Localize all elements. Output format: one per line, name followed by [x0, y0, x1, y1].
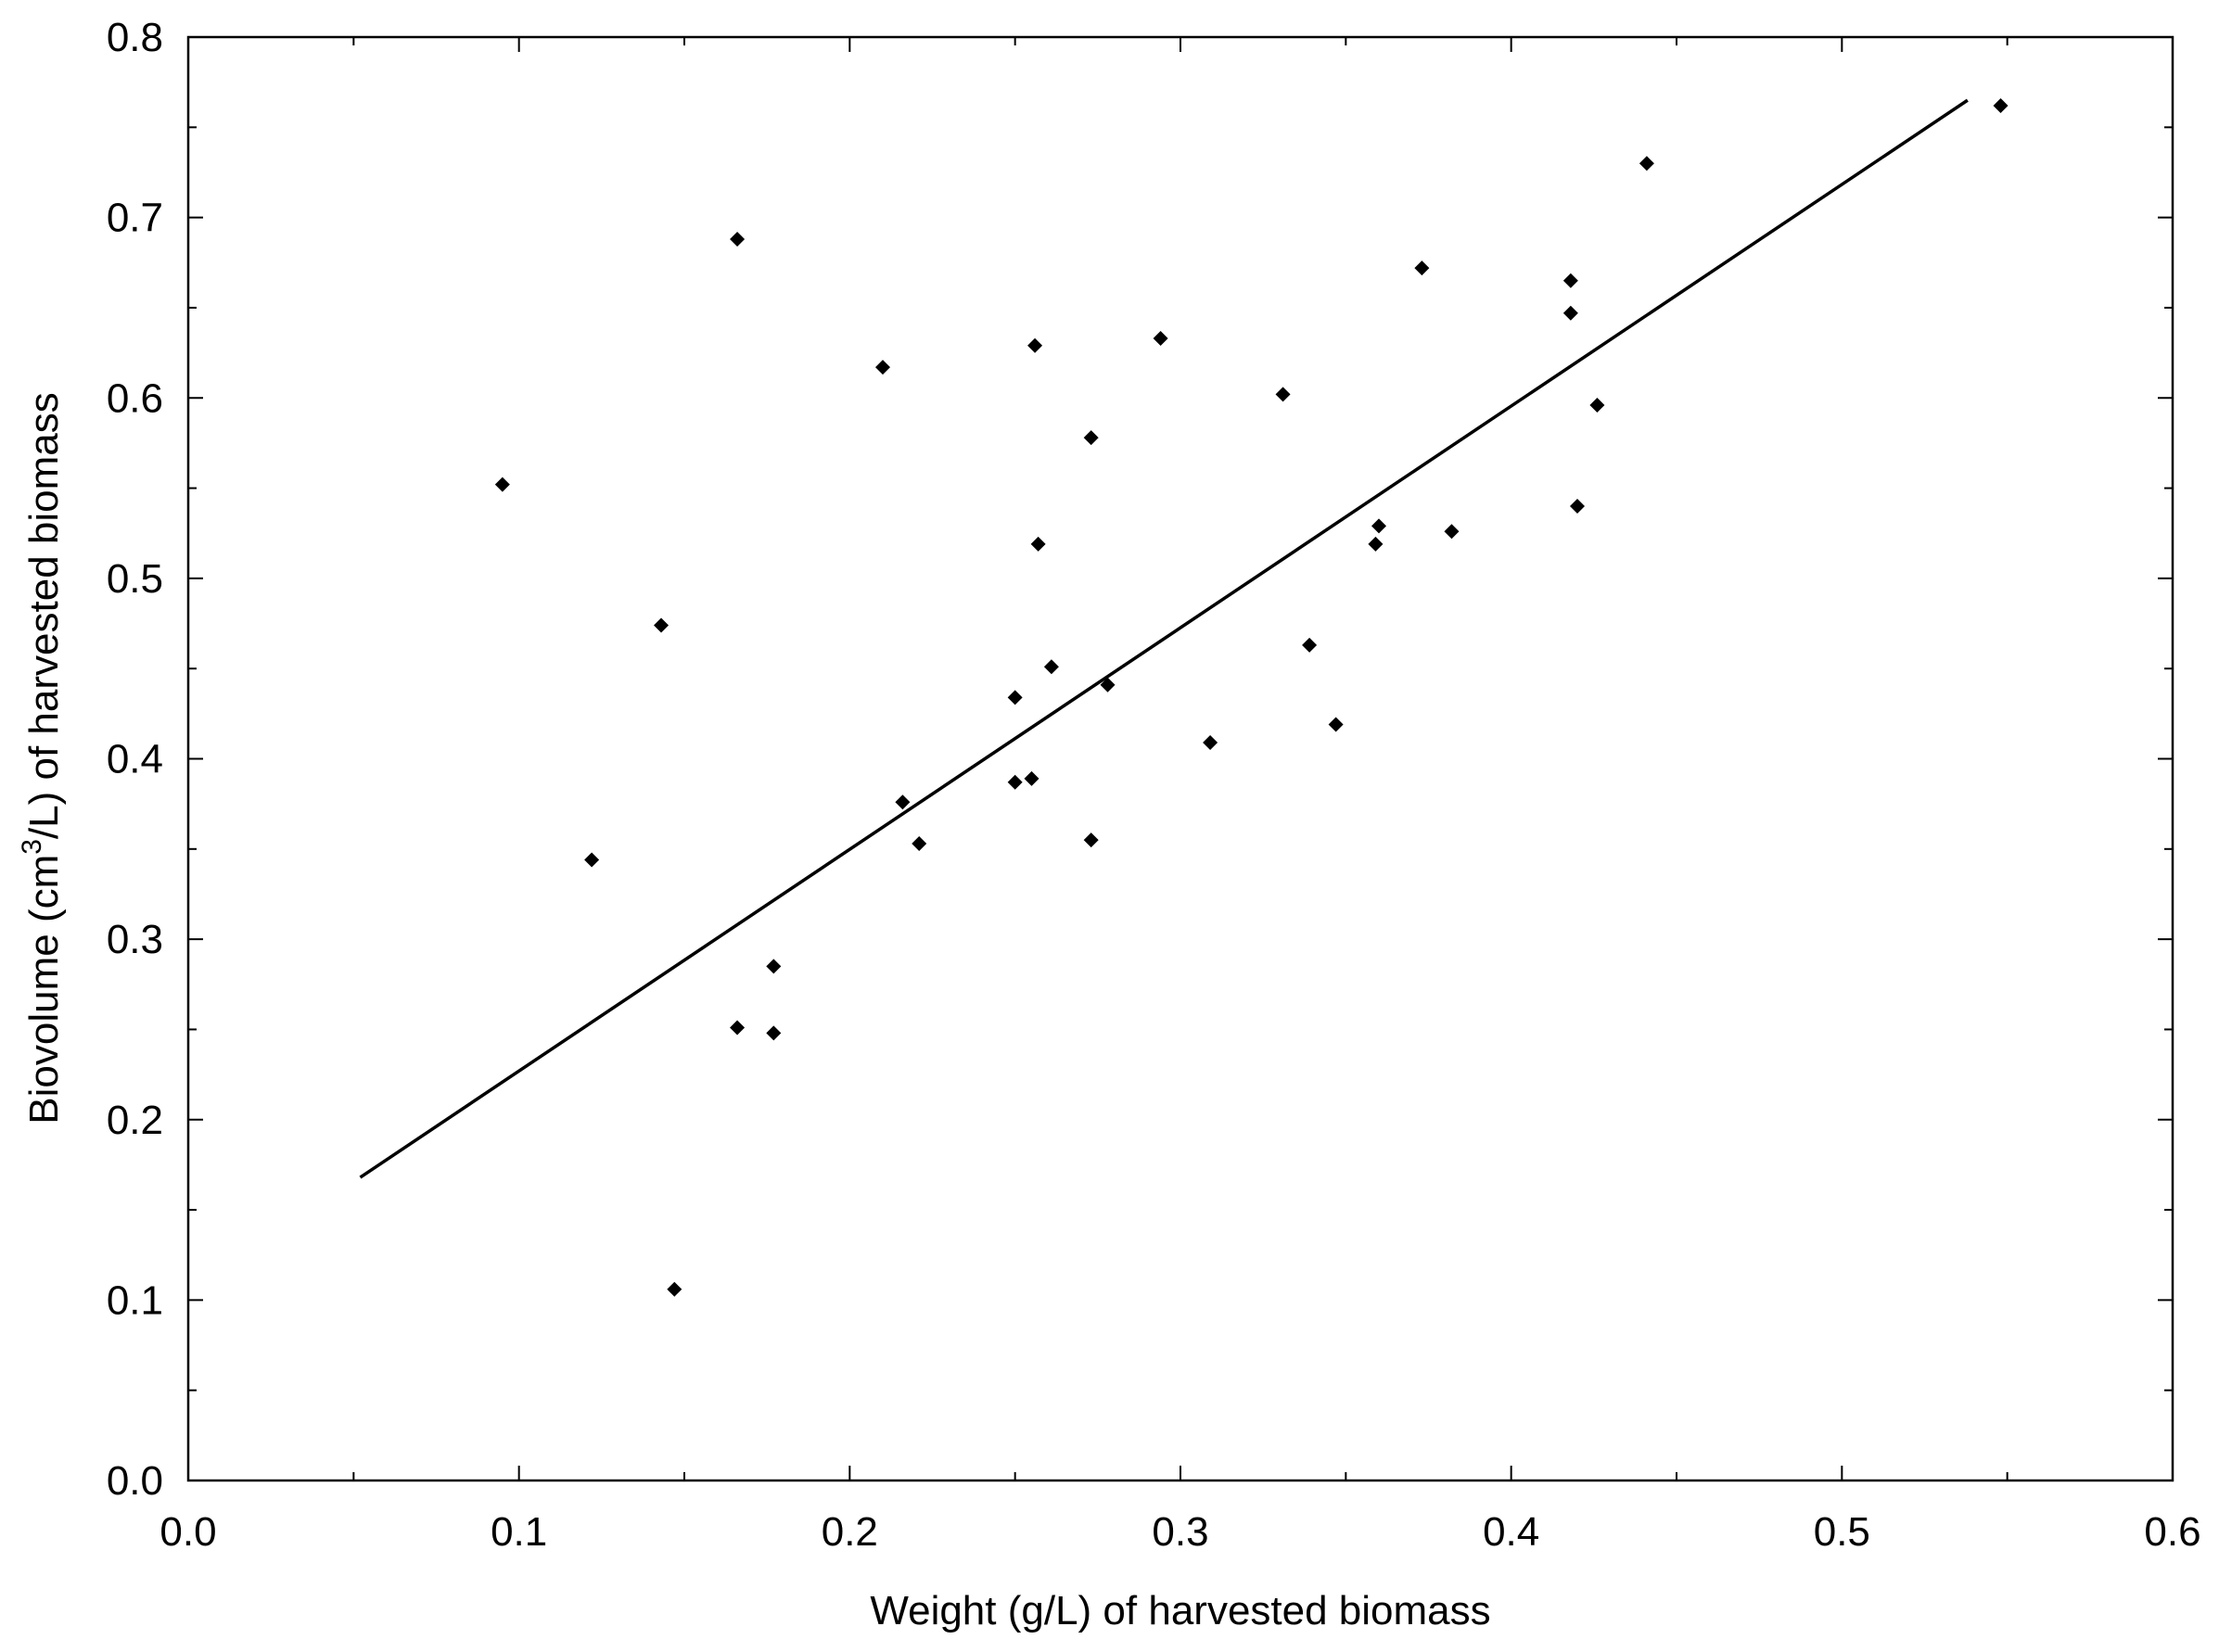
data-point-marker — [912, 835, 927, 851]
data-point-marker — [654, 617, 670, 633]
y-tick-label: 0.5 — [107, 556, 163, 602]
data-point-marker — [766, 959, 782, 974]
data-point-marker — [1100, 677, 1116, 693]
plot-area-frame — [186, 35, 2174, 1482]
data-point-marker — [1562, 273, 1578, 288]
data-point-marker — [1371, 518, 1386, 534]
data-point-marker — [1030, 536, 1046, 552]
y-tick-label: 0.1 — [107, 1277, 163, 1323]
y-axis-title-main: Biovolume (cm — [21, 855, 67, 1125]
x-tick-label: 0.6 — [2144, 1509, 2200, 1555]
tick-labels: 0.0 0.1 0.2 0.3 0.4 0.5 0.6 0.0 0.1 0.2 0.3 0.4 0.5 0… — [107, 15, 2201, 1555]
data-points — [494, 97, 2009, 1297]
data-point-marker — [1203, 734, 1218, 750]
data-point-marker — [875, 360, 890, 375]
x-tick-label: 0.4 — [1483, 1509, 1539, 1555]
data-point-marker — [1083, 430, 1099, 446]
data-point-marker — [494, 477, 510, 492]
data-point-marker — [1007, 690, 1023, 705]
data-point-marker — [1027, 337, 1043, 353]
data-point-marker — [667, 1281, 682, 1297]
x-tick-label: 0.2 — [822, 1509, 878, 1555]
x-tick-label: 0.5 — [1814, 1509, 1870, 1555]
tick-marks — [187, 36, 2174, 1481]
y-tick-label: 0.6 — [107, 375, 163, 421]
regression-line-layer — [359, 98, 1969, 1179]
y-tick-label: 0.0 — [107, 1458, 163, 1504]
data-point-marker — [895, 794, 911, 810]
y-axis-title: Biovolume (cm3/L) of harvested biomass — [17, 392, 67, 1124]
data-point-marker — [1275, 387, 1291, 402]
data-point-marker — [1562, 305, 1578, 321]
y-tick-label: 0.2 — [107, 1098, 163, 1143]
data-point-marker — [730, 231, 746, 247]
x-tick-label: 0.3 — [1152, 1509, 1208, 1555]
data-point-marker — [1153, 331, 1168, 347]
data-point-marker — [1328, 717, 1344, 732]
data-point-marker — [1024, 770, 1039, 786]
y-tick-label: 0.7 — [107, 196, 163, 241]
x-tick-label: 0.0 — [159, 1509, 216, 1555]
data-point-marker — [730, 1020, 746, 1036]
data-point-marker — [1043, 659, 1059, 675]
data-point-marker — [1993, 97, 2009, 113]
y-tick-label: 0.3 — [107, 917, 163, 962]
x-axis-title: Weight (g/L) of harvested biomass — [870, 1588, 1490, 1633]
data-point-marker — [584, 852, 600, 868]
x-tick-label: 0.1 — [491, 1509, 547, 1555]
data-point-marker — [1444, 524, 1460, 540]
data-point-marker — [1414, 261, 1430, 276]
y-tick-label: 0.4 — [107, 737, 163, 782]
y-axis-title-superscript: 3 — [17, 839, 47, 855]
data-point-marker — [1639, 156, 1654, 172]
y-axis-title-rest: /L) of harvested biomass — [21, 392, 67, 839]
data-point-marker — [1368, 536, 1384, 552]
y-tick-label: 0.8 — [107, 15, 163, 60]
data-point-marker — [1570, 499, 1585, 515]
data-point-marker — [1007, 774, 1023, 790]
data-point-marker — [1302, 637, 1318, 653]
data-point-marker — [766, 1025, 782, 1041]
regression-line — [359, 98, 1969, 1179]
data-point-marker — [1589, 398, 1605, 413]
data-point-marker — [1083, 832, 1099, 848]
